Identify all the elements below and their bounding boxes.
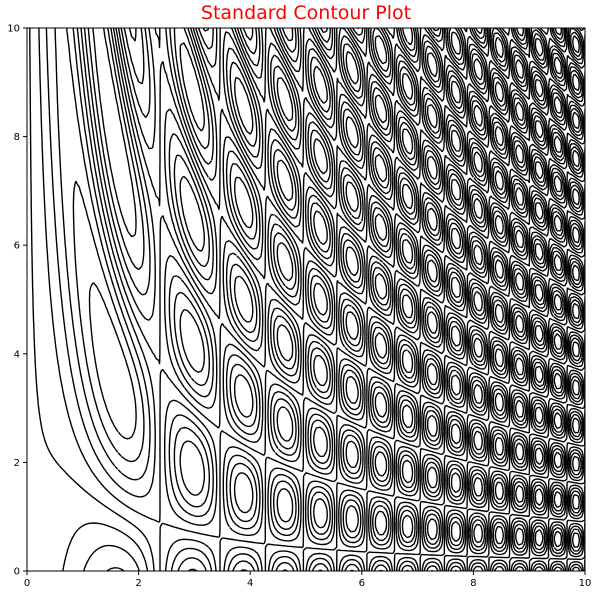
contour-level-1 (72, 28, 582, 571)
y-tick-label: 10 (7, 24, 20, 35)
contour-level-0 (88, 28, 580, 571)
y-tick-label: 0 (14, 567, 20, 578)
x-axis: 0 2 4 6 8 10 (24, 571, 592, 589)
contour-level-2 (54, 28, 584, 571)
y-tick-label: 4 (14, 349, 20, 360)
y-tick-label: 2 (14, 458, 20, 469)
plot-frame (26, 27, 586, 572)
chart-title: Standard Contour Plot (200, 2, 412, 24)
x-tick-label: 2 (135, 578, 141, 589)
x-tick-label: 4 (247, 578, 253, 589)
contour-level-4 (38, 28, 585, 571)
y-tick-label: 8 (14, 132, 20, 143)
x-tick-label: 6 (359, 578, 365, 589)
x-tick-label: 0 (24, 578, 30, 589)
contour-lines (29, 28, 585, 571)
y-axis: 0 2 4 6 8 10 (7, 24, 27, 578)
x-tick-label: 10 (579, 578, 592, 589)
contour-level-7 (82, 28, 582, 571)
y-tick-label: 6 (14, 241, 20, 252)
contour-level-6 (62, 28, 584, 571)
contour-level-3 (45, 28, 585, 571)
contour-level-5 (29, 28, 585, 571)
x-tick-label: 8 (470, 578, 476, 589)
